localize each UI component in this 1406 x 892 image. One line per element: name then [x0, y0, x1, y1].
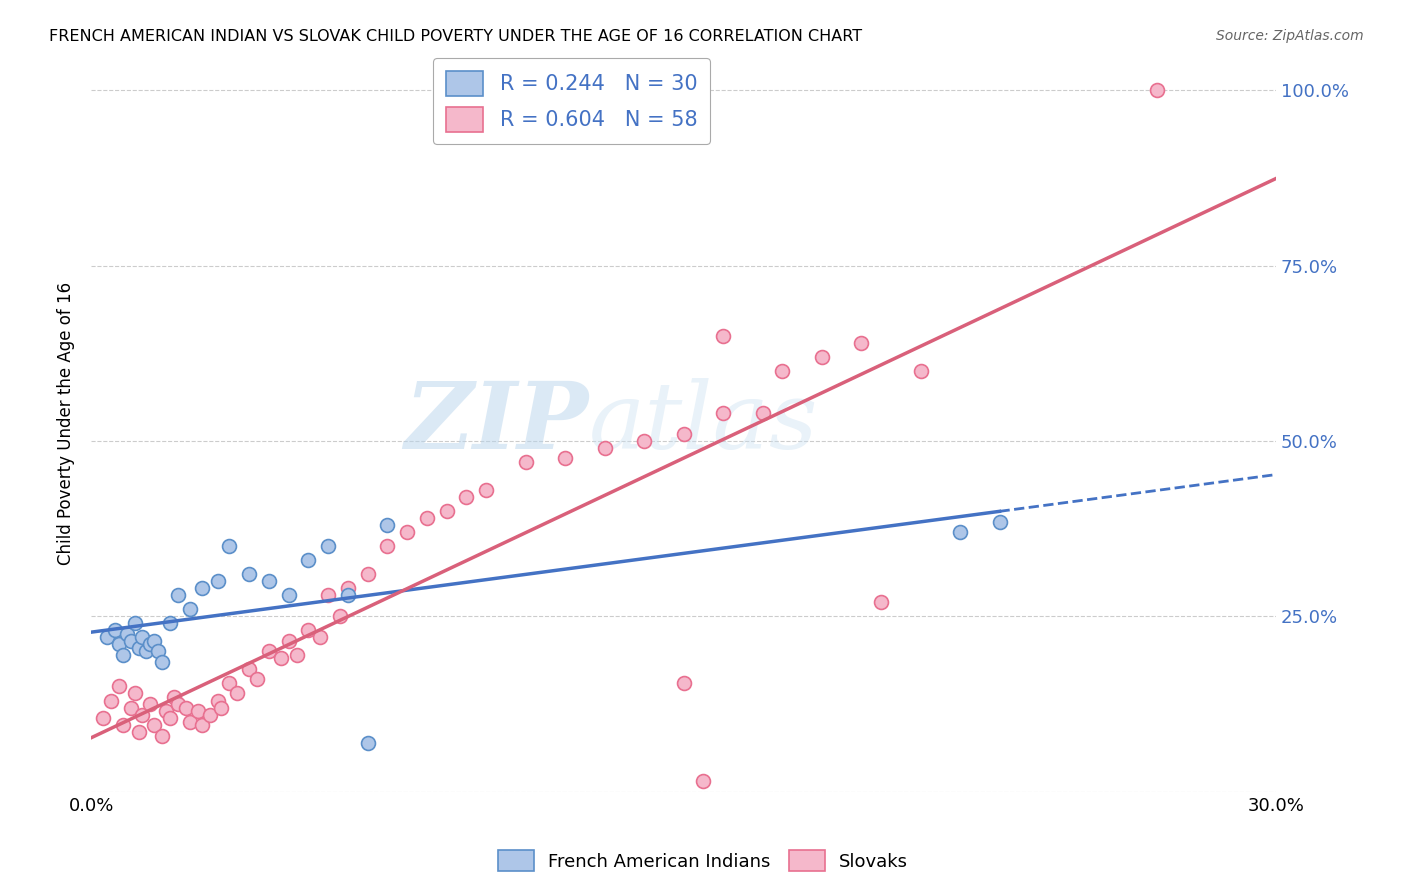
- Point: [100, 693, 122, 707]
- Point: [163, 690, 186, 704]
- Point: [870, 595, 893, 609]
- Point: [711, 406, 734, 420]
- Point: [111, 718, 134, 732]
- Point: [515, 455, 537, 469]
- Point: [131, 707, 153, 722]
- Point: [316, 539, 339, 553]
- Point: [179, 602, 201, 616]
- Point: [218, 539, 240, 553]
- Point: [238, 662, 260, 676]
- Point: [416, 511, 439, 525]
- Point: [1146, 83, 1168, 97]
- Point: [711, 328, 734, 343]
- Y-axis label: Child Poverty Under the Age of 16: Child Poverty Under the Age of 16: [58, 282, 75, 565]
- Point: [135, 644, 157, 658]
- Point: [297, 624, 319, 638]
- Text: FRENCH AMERICAN INDIAN VS SLOVAK CHILD POVERTY UNDER THE AGE OF 16 CORRELATION C: FRENCH AMERICAN INDIAN VS SLOVAK CHILD P…: [49, 29, 862, 44]
- Point: [436, 504, 458, 518]
- Point: [115, 627, 138, 641]
- Point: [96, 631, 118, 645]
- Point: [336, 588, 359, 602]
- Point: [396, 525, 419, 540]
- Point: [128, 640, 150, 655]
- Point: [316, 588, 339, 602]
- Point: [297, 553, 319, 567]
- Point: [198, 707, 221, 722]
- Point: [150, 655, 173, 669]
- Point: [336, 581, 359, 595]
- Point: [167, 697, 190, 711]
- Legend: R = 0.244   N = 30, R = 0.604   N = 58: R = 0.244 N = 30, R = 0.604 N = 58: [433, 58, 710, 145]
- Point: [111, 648, 134, 662]
- Point: [174, 700, 197, 714]
- Text: ZIP: ZIP: [405, 378, 589, 468]
- Point: [277, 633, 299, 648]
- Point: [988, 515, 1011, 529]
- Point: [120, 633, 142, 648]
- Point: [187, 704, 209, 718]
- Point: [218, 676, 240, 690]
- Point: [211, 700, 233, 714]
- Point: [270, 651, 292, 665]
- Point: [159, 616, 181, 631]
- Point: [356, 567, 378, 582]
- Point: [155, 704, 177, 718]
- Point: [356, 736, 378, 750]
- Point: [810, 350, 832, 364]
- Point: [107, 637, 129, 651]
- Text: atlas: atlas: [589, 378, 818, 468]
- Point: [770, 364, 793, 378]
- Point: [277, 588, 299, 602]
- Point: [377, 539, 399, 553]
- Point: [143, 718, 166, 732]
- Point: [190, 581, 212, 595]
- Point: [190, 718, 212, 732]
- Point: [124, 686, 146, 700]
- Point: [124, 616, 146, 631]
- Point: [246, 673, 269, 687]
- Point: [593, 441, 616, 455]
- Point: [159, 711, 181, 725]
- Point: [692, 774, 714, 789]
- Point: [329, 609, 352, 624]
- Point: [633, 434, 655, 448]
- Point: [128, 725, 150, 739]
- Point: [456, 490, 478, 504]
- Point: [207, 693, 229, 707]
- Point: [107, 680, 129, 694]
- Point: [167, 588, 190, 602]
- Point: [143, 633, 166, 648]
- Point: [309, 631, 332, 645]
- Point: [120, 700, 142, 714]
- Point: [139, 697, 162, 711]
- Point: [851, 335, 873, 350]
- Point: [554, 451, 576, 466]
- Point: [207, 574, 229, 589]
- Point: [150, 729, 173, 743]
- Point: [238, 567, 260, 582]
- Point: [751, 406, 773, 420]
- Point: [949, 525, 972, 540]
- Point: [672, 426, 695, 441]
- Point: [257, 644, 280, 658]
- Point: [104, 624, 127, 638]
- Point: [672, 676, 695, 690]
- Point: [475, 483, 498, 497]
- Point: [148, 644, 170, 658]
- Point: [377, 518, 399, 533]
- Point: [226, 686, 249, 700]
- Point: [179, 714, 201, 729]
- Point: [910, 364, 932, 378]
- Point: [257, 574, 280, 589]
- Point: [131, 631, 153, 645]
- Point: [285, 648, 308, 662]
- Text: Source: ZipAtlas.com: Source: ZipAtlas.com: [1216, 29, 1364, 43]
- Point: [91, 711, 114, 725]
- Legend: French American Indians, Slovaks: French American Indians, Slovaks: [491, 843, 915, 879]
- Point: [139, 637, 162, 651]
